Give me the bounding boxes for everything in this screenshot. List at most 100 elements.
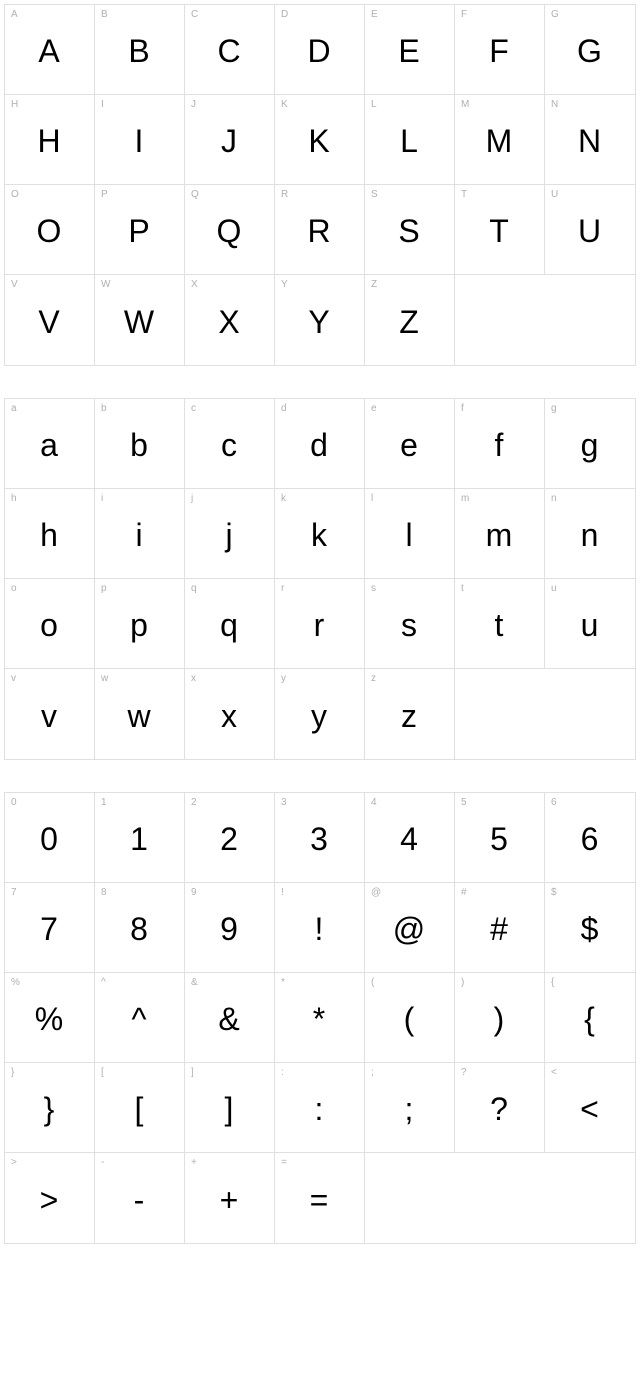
cell-glyph: s	[365, 579, 454, 668]
cell-glyph: F	[455, 5, 544, 94]
cell-label: Z	[371, 279, 377, 290]
cell-glyph: J	[185, 95, 274, 184]
glyph-cell: AA	[5, 5, 95, 95]
cell-label: r	[281, 583, 284, 594]
cell-glyph: =	[275, 1153, 364, 1243]
cell-label: t	[461, 583, 464, 594]
cell-label: 5	[461, 797, 467, 808]
cell-glyph: L	[365, 95, 454, 184]
glyph-cell: hh	[5, 489, 95, 579]
cell-label: &	[191, 977, 198, 988]
glyph-grid: 00112233445566778899!!@@##$$%%^^&&**(())…	[5, 793, 635, 1243]
cell-glyph: &	[185, 973, 274, 1062]
cell-glyph: !	[275, 883, 364, 972]
cell-glyph: ]	[185, 1063, 274, 1152]
cell-glyph: I	[95, 95, 184, 184]
cell-label: M	[461, 99, 469, 110]
glyph-cell: ))	[455, 973, 545, 1063]
cell-glyph: ;	[365, 1063, 454, 1152]
cell-label: H	[11, 99, 18, 110]
cell-glyph: 8	[95, 883, 184, 972]
cell-glyph: h	[5, 489, 94, 578]
glyph-cell: qq	[185, 579, 275, 669]
cell-glyph: <	[545, 1063, 635, 1152]
cell-label: F	[461, 9, 467, 20]
cell-label: C	[191, 9, 198, 20]
cell-label: A	[11, 9, 18, 20]
cell-label: #	[461, 887, 467, 898]
glyph-cell: rr	[275, 579, 365, 669]
cell-label: [	[101, 1067, 104, 1078]
cell-label: s	[371, 583, 376, 594]
cell-glyph: j	[185, 489, 274, 578]
cell-label: v	[11, 673, 16, 684]
glyph-cell: &&	[185, 973, 275, 1063]
glyph-cell: }}	[5, 1063, 95, 1153]
glyph-cell: 00	[5, 793, 95, 883]
cell-label: *	[281, 977, 285, 988]
cell-glyph: -	[95, 1153, 184, 1243]
empty-cell	[545, 1153, 635, 1243]
glyph-cell: tt	[455, 579, 545, 669]
cell-label: @	[371, 887, 381, 898]
glyph-cell: ss	[365, 579, 455, 669]
cell-label: O	[11, 189, 19, 200]
cell-glyph: o	[5, 579, 94, 668]
cell-label: W	[101, 279, 110, 290]
glyph-cell: vv	[5, 669, 95, 759]
cell-label: {	[551, 977, 554, 988]
cell-glyph: V	[5, 275, 94, 365]
cell-glyph: T	[455, 185, 544, 274]
glyph-cell: cc	[185, 399, 275, 489]
glyph-cell: 77	[5, 883, 95, 973]
cell-label: %	[11, 977, 20, 988]
cell-label: k	[281, 493, 286, 504]
cell-glyph: 1	[95, 793, 184, 882]
cell-glyph: w	[95, 669, 184, 759]
cell-glyph: }	[5, 1063, 94, 1152]
cell-glyph: R	[275, 185, 364, 274]
cell-label: g	[551, 403, 557, 414]
glyph-cell: RR	[275, 185, 365, 275]
cell-glyph: X	[185, 275, 274, 365]
glyph-cell: JJ	[185, 95, 275, 185]
glyph-cell: NN	[545, 95, 635, 185]
cell-label: X	[191, 279, 198, 290]
cell-label: R	[281, 189, 288, 200]
glyph-cell: --	[95, 1153, 185, 1243]
cell-label: 4	[371, 797, 377, 808]
cell-label: 9	[191, 887, 197, 898]
cell-label: D	[281, 9, 288, 20]
glyph-cell: zz	[365, 669, 455, 759]
cell-glyph: c	[185, 399, 274, 488]
cell-glyph: 5	[455, 793, 544, 882]
glyph-cell: 99	[185, 883, 275, 973]
cell-glyph: *	[275, 973, 364, 1062]
cell-label: x	[191, 673, 196, 684]
cell-label: u	[551, 583, 557, 594]
cell-label: P	[101, 189, 108, 200]
cell-label: f	[461, 403, 464, 414]
cell-glyph: #	[455, 883, 544, 972]
cell-glyph: 3	[275, 793, 364, 882]
cell-glyph: D	[275, 5, 364, 94]
cell-glyph: :	[275, 1063, 364, 1152]
cell-label: T	[461, 189, 467, 200]
cell-label: o	[11, 583, 17, 594]
cell-label: n	[551, 493, 557, 504]
cell-glyph: [	[95, 1063, 184, 1152]
cell-glyph: ^	[95, 973, 184, 1062]
cell-label: ;	[371, 1067, 374, 1078]
glyph-cell: ll	[365, 489, 455, 579]
cell-label: z	[371, 673, 376, 684]
cell-label: ?	[461, 1067, 467, 1078]
cell-label: N	[551, 99, 558, 110]
glyph-cell: pp	[95, 579, 185, 669]
cell-glyph: S	[365, 185, 454, 274]
glyph-cell: ##	[455, 883, 545, 973]
cell-label: l	[371, 493, 373, 504]
glyph-cell: II	[95, 95, 185, 185]
cell-glyph: Y	[275, 275, 364, 365]
glyph-cell: 55	[455, 793, 545, 883]
cell-label: Y	[281, 279, 288, 290]
